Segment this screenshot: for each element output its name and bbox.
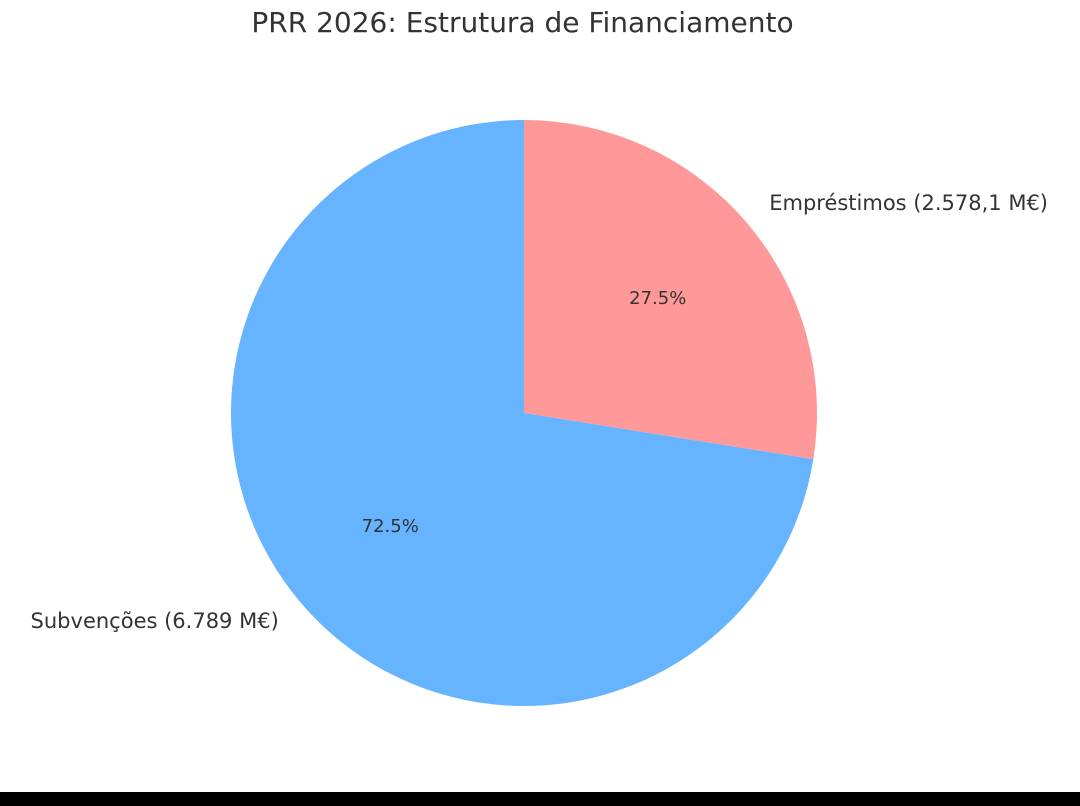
bottom-bar: [0, 792, 1080, 806]
chart-title: PRR 2026: Estrutura de Financiamento: [251, 6, 794, 39]
pie-slice-subvencoes: [230, 120, 814, 706]
pie-labels: 27.5% Empréstimos (2.578,1 M€) 72.5% Subven…: [31, 191, 1048, 633]
pie-category-label: Empréstimos (2.578,1 M€): [769, 191, 1048, 215]
pie-percent-label: 72.5%: [362, 516, 419, 537]
pie-slices: [230, 120, 817, 706]
pie-category-label: Subvenções (6.789 M€): [31, 609, 279, 633]
pie-slice-emprestimos: [524, 120, 817, 460]
pie-percent-label: 27.5%: [629, 288, 686, 309]
